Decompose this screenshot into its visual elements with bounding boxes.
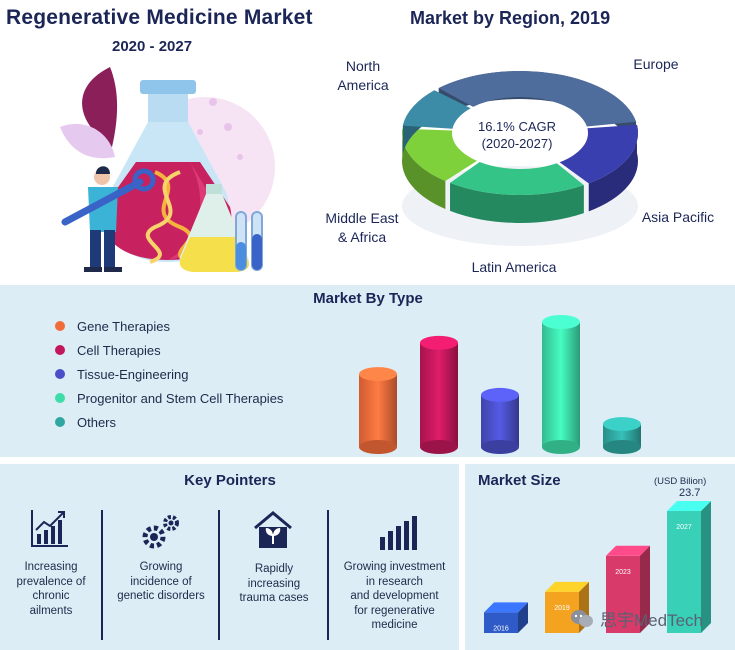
- legend-swatch: [55, 321, 65, 331]
- region-label-latin-america: Latin America: [471, 259, 557, 275]
- type-bar: [603, 417, 641, 454]
- cagr-label: 16.1% CAGR (2020-2027): [462, 118, 572, 152]
- wechat-icon: [571, 609, 593, 627]
- legend-item: Cell Therapies: [55, 338, 355, 362]
- legend-swatch: [55, 345, 65, 355]
- key-pointer-trauma-cases: Rapidly increasing trauma cases: [239, 563, 309, 604]
- type-bar: [481, 387, 519, 454]
- size-bar: [606, 545, 650, 633]
- page-title: Regenerative Medicine Market: [6, 6, 313, 29]
- size-bar-year-label: 2016: [493, 625, 509, 632]
- growth-bars-icon: [380, 516, 417, 550]
- region-slice: [559, 124, 638, 212]
- legend-item: Others: [55, 410, 355, 434]
- legend-swatch: [55, 369, 65, 379]
- region-label-mea: Middle East & Africa: [325, 210, 399, 245]
- legend-label: Tissue-Engineering: [77, 366, 189, 382]
- legend-swatch: [55, 393, 65, 403]
- key-pointers-title: Key Pointers: [184, 472, 276, 489]
- region-donut-chart: [402, 70, 638, 246]
- house-plant-icon: [254, 511, 292, 548]
- watermark: 思宇MedTech: [570, 606, 703, 631]
- legend-item: Gene Therapies: [55, 314, 355, 338]
- market-size-bar-chart: 2016 2019 2023 2027: [484, 501, 711, 633]
- cagr-period: (2020-2027): [481, 136, 553, 151]
- divider: [218, 510, 220, 640]
- leaf-icon: [60, 123, 115, 159]
- gears-icon: [142, 515, 179, 549]
- market-size-top-value: 23.7: [679, 487, 701, 499]
- legend-swatch: [55, 417, 65, 427]
- region-label-europe: Europe: [633, 56, 679, 72]
- watermark-text: 思宇MedTech: [600, 611, 703, 630]
- market-size-unit: (USD Bilion): [654, 476, 707, 487]
- region-label-asia-pacific: Asia Pacific: [641, 209, 715, 225]
- legend-label: Cell Therapies: [77, 342, 161, 358]
- region-chart-title: Market by Region, 2019: [410, 8, 611, 28]
- size-bar-year-label: 2027: [676, 524, 692, 531]
- page-subtitle: 2020 - 2027: [112, 38, 193, 55]
- size-bar: [484, 602, 528, 633]
- type-bar: [542, 315, 580, 454]
- legend-item: Tissue-Engineering: [55, 362, 355, 386]
- region-label-north-america: North America: [337, 58, 389, 93]
- market-size-title: Market Size: [478, 472, 561, 489]
- size-bar: [667, 501, 711, 633]
- region-slice: [450, 161, 584, 223]
- cagr-value: 16.1% CAGR: [477, 119, 557, 134]
- wrench-icon: [61, 178, 144, 226]
- lab-illustration: [60, 67, 275, 272]
- market-by-type-title: Market By Type: [313, 290, 423, 307]
- key-pointer-chronic-ailments: Increasing prevalence of chronic ailment…: [16, 561, 86, 617]
- type-bar: [420, 335, 458, 454]
- type-bar-chart: [359, 315, 641, 454]
- size-bar-year-label: 2019: [554, 605, 570, 612]
- divider: [327, 510, 329, 640]
- key-pointer-rd-investment: Growing investment in research and devel…: [343, 561, 446, 631]
- legend-label: Others: [77, 414, 117, 430]
- region-slice: [402, 90, 471, 154]
- legend-label: Progenitor and Stem Cell Therapies: [77, 390, 284, 406]
- legend-label: Gene Therapies: [77, 318, 170, 334]
- size-bar-year-label: 2023: [615, 569, 631, 576]
- region-slice: [402, 128, 477, 210]
- key-pointer-genetic-disorders: Growing incidence of genetic disorders: [117, 561, 205, 602]
- type-legend: Gene Therapies Cell Therapies Tissue-Engin…: [55, 314, 355, 434]
- region-slice: [438, 70, 637, 150]
- type-bar: [359, 367, 397, 454]
- divider: [101, 510, 103, 640]
- bar-chart-icon: [31, 510, 68, 547]
- legend-item: Progenitor and Stem Cell Therapies: [55, 386, 355, 410]
- key-pointers-section: [0, 464, 459, 650]
